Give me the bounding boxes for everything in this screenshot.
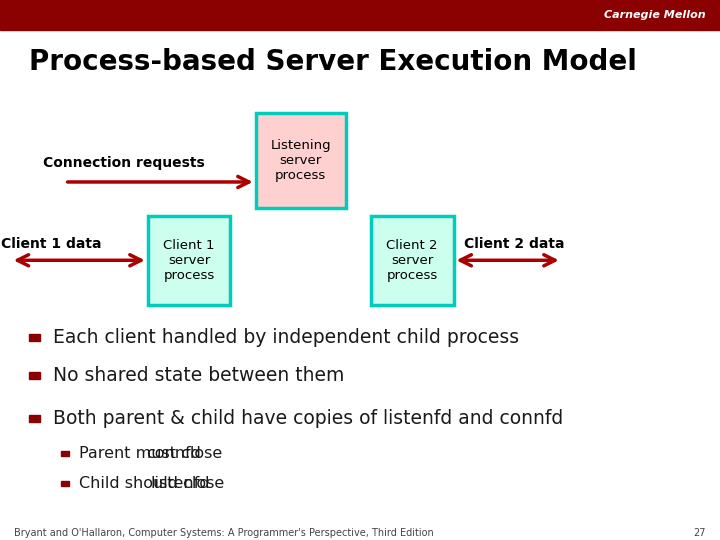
Text: Listening
server
process: Listening server process — [270, 139, 331, 182]
Text: Parent must close: Parent must close — [79, 446, 228, 461]
Bar — [148, 216, 230, 305]
Text: Client 2 data: Client 2 data — [464, 237, 565, 251]
Text: listenfd: listenfd — [150, 476, 210, 491]
Bar — [256, 113, 346, 208]
Text: connfd: connfd — [147, 446, 202, 461]
Bar — [0, 0, 720, 30]
Bar — [29, 334, 40, 341]
Text: Both parent & child have copies of listenfd and connfd: Both parent & child have copies of liste… — [53, 409, 564, 428]
Bar — [29, 415, 40, 422]
Text: 27: 27 — [693, 528, 706, 538]
Text: Client 1
server
process: Client 1 server process — [163, 239, 215, 282]
Text: Bryant and O'Hallaron, Computer Systems: A Programmer's Perspective, Third Editi: Bryant and O'Hallaron, Computer Systems:… — [14, 528, 434, 538]
Text: Client 2
server
process: Client 2 server process — [387, 239, 438, 282]
Text: Client 1 data: Client 1 data — [1, 237, 102, 251]
Text: Child should close: Child should close — [79, 476, 230, 491]
Text: Each client handled by independent child process: Each client handled by independent child… — [53, 328, 519, 347]
Text: Connection requests: Connection requests — [43, 156, 205, 170]
Bar — [371, 216, 454, 305]
Bar — [29, 372, 40, 379]
Bar — [61, 481, 69, 486]
Text: Carnegie Mellon: Carnegie Mellon — [604, 10, 706, 20]
Bar — [61, 451, 69, 456]
Text: Process-based Server Execution Model: Process-based Server Execution Model — [29, 48, 636, 76]
Text: No shared state between them: No shared state between them — [53, 366, 345, 384]
